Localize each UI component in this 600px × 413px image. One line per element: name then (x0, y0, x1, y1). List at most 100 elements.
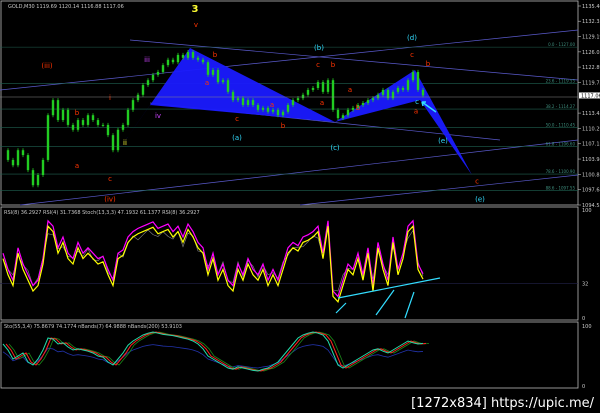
wave-label: b (426, 60, 431, 68)
price-candle (311, 87, 315, 90)
price-candle (131, 100, 135, 110)
wave-label: b (213, 51, 218, 59)
main-panel-frame (0, 0, 579, 206)
wave-label: (iii) (41, 62, 53, 70)
price-candle (66, 109, 70, 125)
price-candle (121, 124, 125, 130)
price-tick-label: 1107.13 (582, 142, 600, 148)
wave-label: (iv) (104, 195, 116, 203)
price-candle (276, 109, 280, 116)
rsi-panel-frame (0, 206, 579, 321)
wave-label: c (108, 175, 112, 183)
wave-label: (c) (330, 144, 340, 152)
price-candle (221, 80, 225, 83)
price-candle (101, 124, 105, 126)
stoch-signal-line (5, 331, 427, 372)
wave-label: c (415, 98, 419, 106)
price-candle (86, 115, 90, 125)
price-candle (381, 89, 385, 95)
price-candle (206, 62, 210, 75)
price-candle (286, 104, 290, 112)
arrow-icon-price (421, 101, 437, 113)
fib-level-label: 38.2 - 1114.27 (546, 104, 576, 109)
price-candle (211, 69, 215, 75)
wave-label: (e) (475, 195, 485, 203)
rsi-series: 100 32 0 (0, 208, 592, 322)
price-candle (11, 159, 15, 166)
harmonic-pattern-xabcd-right (335, 70, 472, 175)
fib-level-label: 23.6 - 1119.55 (546, 78, 576, 83)
price-candle (351, 107, 355, 110)
price-candle (266, 107, 270, 112)
price-candle (6, 150, 10, 160)
price-candle (161, 65, 165, 72)
price-candle (181, 54, 185, 58)
wave-label: a (270, 101, 274, 109)
trend-channel-lines (0, 29, 579, 206)
price-tick-label: 1097.68 (582, 188, 600, 194)
fib-level-label: 50.0 - 1110.45 (546, 123, 576, 128)
chart-header: GOLD,M30 1119.69 1120.14 1116.88 1117.06 (8, 4, 124, 10)
price-tick-label: 1110.29 (582, 126, 600, 132)
wave-label: i (109, 94, 111, 102)
stoch-header: Sto(55,3,4) 75.8679 74.1774 nBands(7) 64… (4, 324, 182, 330)
price-tick-label: 1094.53 (582, 203, 600, 209)
current-price-box (579, 92, 600, 99)
price-candle (76, 120, 80, 130)
price-candle (241, 98, 245, 105)
wave-label: a (320, 99, 324, 107)
fibonacci-levels: 0.0 - 1127.00 23.6 - 1119.55 38.2 - 1114.2… (0, 42, 578, 191)
price-candle (171, 59, 175, 63)
price-candle (251, 100, 255, 105)
price-candle (281, 111, 285, 116)
stoch-panel-frame (0, 321, 579, 389)
wave-label: iii (144, 56, 150, 64)
price-candle (406, 80, 410, 90)
stochastic-series: 100 0 (2, 324, 592, 390)
price-candle (196, 57, 200, 60)
price-candle (411, 71, 415, 81)
wave-label: (d) (407, 34, 417, 42)
price-candle (111, 135, 115, 151)
fib-level-label: 88.6 - 1097.55 (546, 185, 576, 190)
price-tick-label: 1135.46 (582, 4, 600, 10)
price-candle (191, 51, 195, 58)
price-candle (116, 129, 120, 151)
price-candle (71, 124, 75, 130)
price-candle (386, 89, 390, 99)
wave-label: c (475, 177, 479, 185)
wave-label: a (348, 86, 352, 94)
wave-label: (a) (232, 134, 242, 142)
price-candle (21, 150, 25, 156)
price-candle (61, 109, 65, 121)
price-candle (346, 109, 350, 116)
price-candle (16, 150, 20, 166)
price-candle (156, 71, 160, 75)
price-candle (216, 69, 220, 83)
rsi-annotations (335, 277, 441, 319)
price-candle (146, 80, 150, 86)
stoch-tick-label: 100 (582, 324, 592, 330)
price-candle (341, 115, 345, 119)
wave-label: b (75, 109, 80, 117)
price-candle (366, 100, 370, 104)
price-candle (321, 82, 325, 92)
price-candle (46, 115, 50, 160)
price-tick-label: 1122.89 (582, 65, 600, 71)
price-candle (416, 71, 420, 90)
nbands-200-line (2, 344, 424, 369)
price-axis: 1135.46 1132.33 1129.19 1126.03 1122.89 1119.… (578, 4, 600, 209)
price-candle (361, 103, 365, 105)
price-candle (246, 100, 250, 105)
price-candle (396, 87, 400, 92)
wave-label: iv (155, 112, 161, 120)
wave-label: c (316, 61, 320, 69)
wave-label: a (75, 162, 79, 170)
rsi-tick-label: 100 (582, 208, 592, 214)
price-candle (391, 91, 395, 99)
wave-label: a (414, 107, 418, 115)
rsi-tick-label: 32 (582, 281, 588, 287)
stoch-tick-label: 0 (582, 384, 585, 390)
